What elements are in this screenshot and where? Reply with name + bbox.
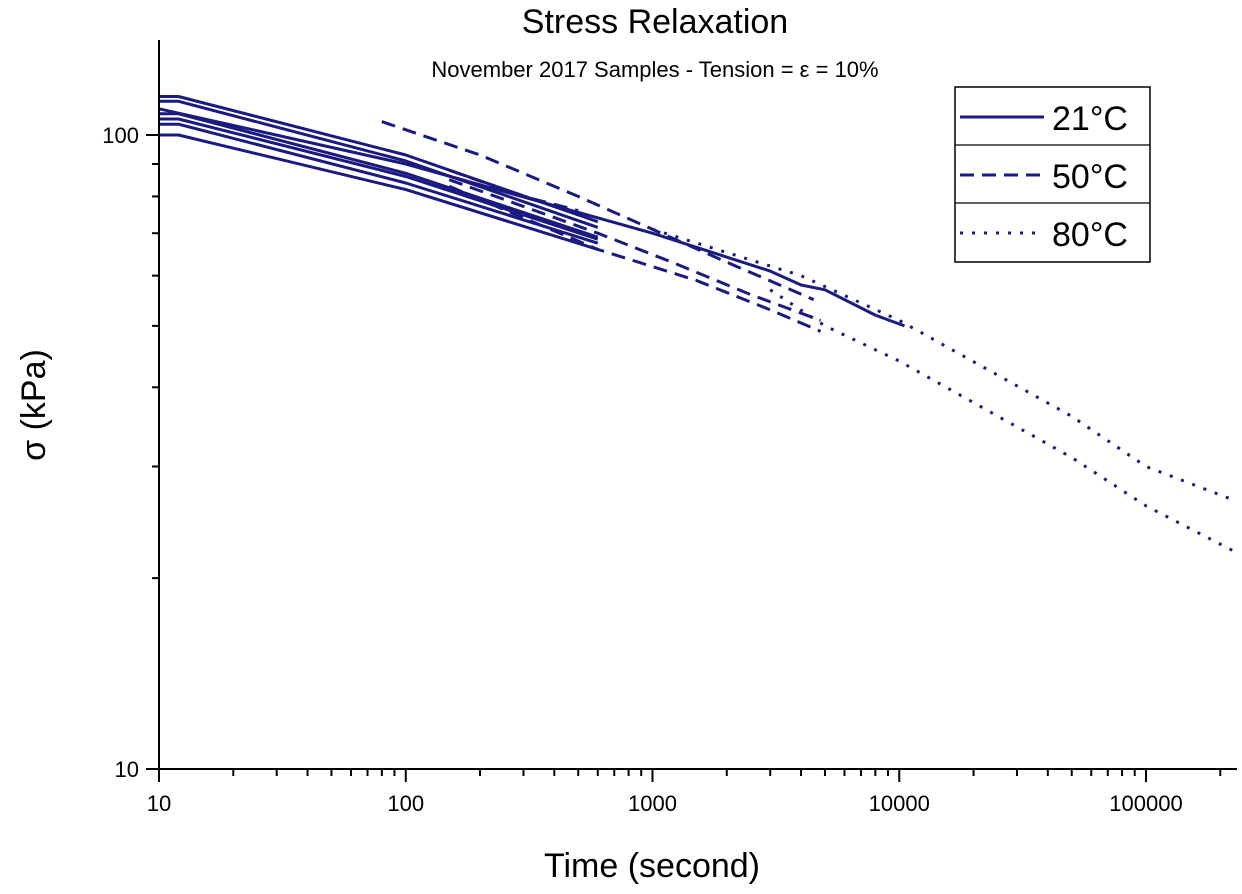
chart-subtitle: November 2017 Samples - Tension = ε = 10… (431, 57, 878, 82)
x-axis-label: Time (second) (544, 847, 760, 885)
series-line-dashed-7 (381, 120, 815, 301)
series-line-dotted-11 (652, 227, 1236, 503)
legend-label-50c: 50°C (1052, 158, 1128, 196)
series-line-dashed-9 (448, 178, 822, 322)
series-line-solid-2 (159, 112, 599, 239)
plot-area: 10 100 1000 10000 100000 10 100 (102, 40, 1237, 816)
legend: 21°C 50°C 80°C (954, 86, 1151, 263)
legend-label-21c: 21°C (1052, 100, 1128, 138)
series-line-solid-1 (159, 99, 599, 229)
y-axis-label: σ (kPa) (15, 349, 53, 461)
x-tick-label: 1000 (628, 791, 677, 816)
x-tick-label: 100 (387, 791, 424, 816)
chart-title: Stress Relaxation (522, 3, 788, 41)
series-group (158, 95, 1236, 554)
legend-label-80c: 80°C (1052, 216, 1128, 254)
y-axis-ticks: 10 100 (102, 123, 159, 782)
series-line-solid-4 (159, 122, 599, 245)
series-line-dashed-8 (448, 168, 579, 213)
x-tick-label: 100000 (1109, 791, 1182, 816)
series-line-dotted-12 (769, 288, 1236, 554)
x-tick-label: 10000 (869, 791, 930, 816)
y-tick-label: 100 (102, 123, 139, 148)
x-tick-label: 10 (147, 791, 171, 816)
series-line-dashed-10 (448, 184, 822, 333)
series-line-solid-5 (159, 133, 599, 251)
series-line-solid-6 (158, 107, 906, 328)
x-axis-ticks: 10 100 1000 10000 100000 (147, 769, 1222, 816)
y-tick-label: 10 (115, 757, 139, 782)
